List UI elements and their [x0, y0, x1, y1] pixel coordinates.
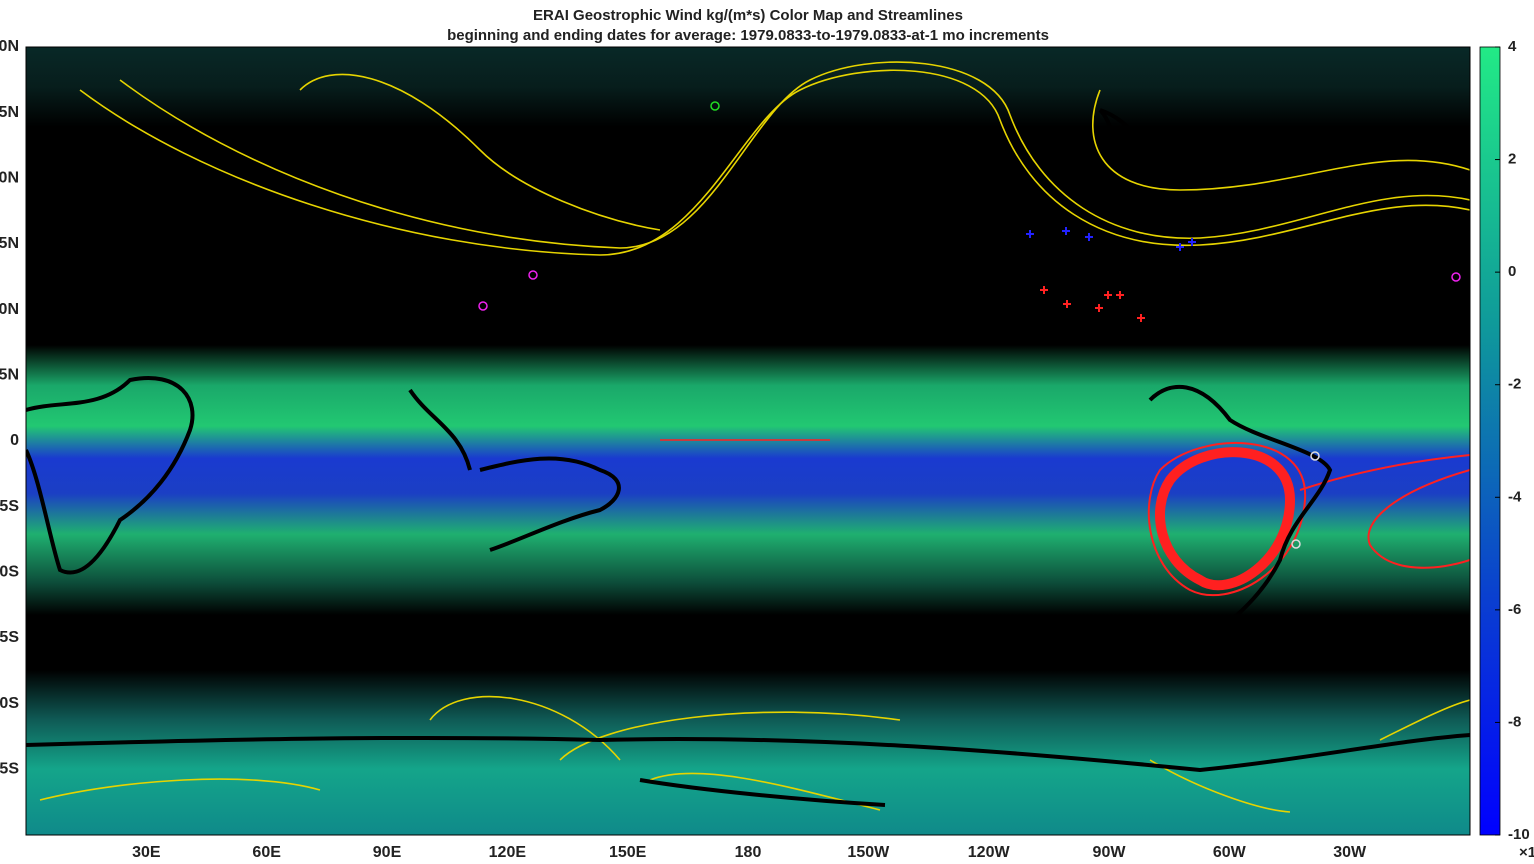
colorbar-tick-label: -10: [1508, 826, 1530, 843]
lat-label: 90N: [0, 38, 19, 55]
lon-label: 30W: [1333, 844, 1367, 861]
lon-label: 180: [735, 844, 762, 861]
lon-label: 60W: [1213, 844, 1247, 861]
lat-label: 45S: [0, 629, 19, 646]
lat-label: 15N: [0, 367, 19, 384]
lat-label: 15S: [0, 498, 19, 515]
colorbar-tick-label: -8: [1508, 713, 1521, 730]
streamlines: [39, 61, 1470, 813]
colorbar: [1479, 46, 1501, 836]
colorbar-tick-label: 2: [1508, 151, 1516, 168]
southern-band: [26, 670, 1470, 835]
subtitle: beginning and ending dates for average: …: [447, 27, 1049, 44]
colorbar-multiplier: ×10: [1519, 844, 1534, 861]
lat-label: 75S: [0, 761, 19, 778]
lon-label: 60E: [252, 844, 281, 861]
lat-label: 60N: [0, 170, 19, 187]
colorbar-tick-label: 0: [1508, 263, 1516, 280]
lat-label: 45N: [0, 235, 19, 252]
lon-label: 30E: [132, 844, 161, 861]
colorbar-tick-label: -6: [1508, 601, 1521, 618]
map-frame: [25, 46, 1471, 836]
lon-label: 120E: [489, 844, 527, 861]
lon-label: 90W: [1093, 844, 1127, 861]
lat-label: 75N: [0, 104, 19, 121]
lon-label: 150E: [609, 844, 647, 861]
lat-label: 30N: [0, 301, 19, 318]
markers: [478, 101, 1461, 549]
tropical-band: [26, 345, 1470, 615]
colorbar-tick-label: 4: [1508, 38, 1517, 55]
title: ERAI Geostrophic Wind kg/(m*s) Color Map…: [533, 7, 963, 24]
north-band: [26, 47, 1470, 127]
lat-label: 30S: [0, 564, 19, 581]
lat-label: 60S: [0, 695, 19, 712]
lon-label: 120W: [968, 844, 1011, 861]
lon-label: 90E: [373, 844, 402, 861]
colorbar-tick-label: -4: [1508, 488, 1522, 505]
coastlines: [26, 108, 1470, 807]
lat-label: 0: [10, 432, 19, 449]
colorbar-tick-label: -2: [1508, 376, 1521, 393]
lon-label: 150W: [847, 844, 890, 861]
map-field: [26, 47, 1470, 835]
